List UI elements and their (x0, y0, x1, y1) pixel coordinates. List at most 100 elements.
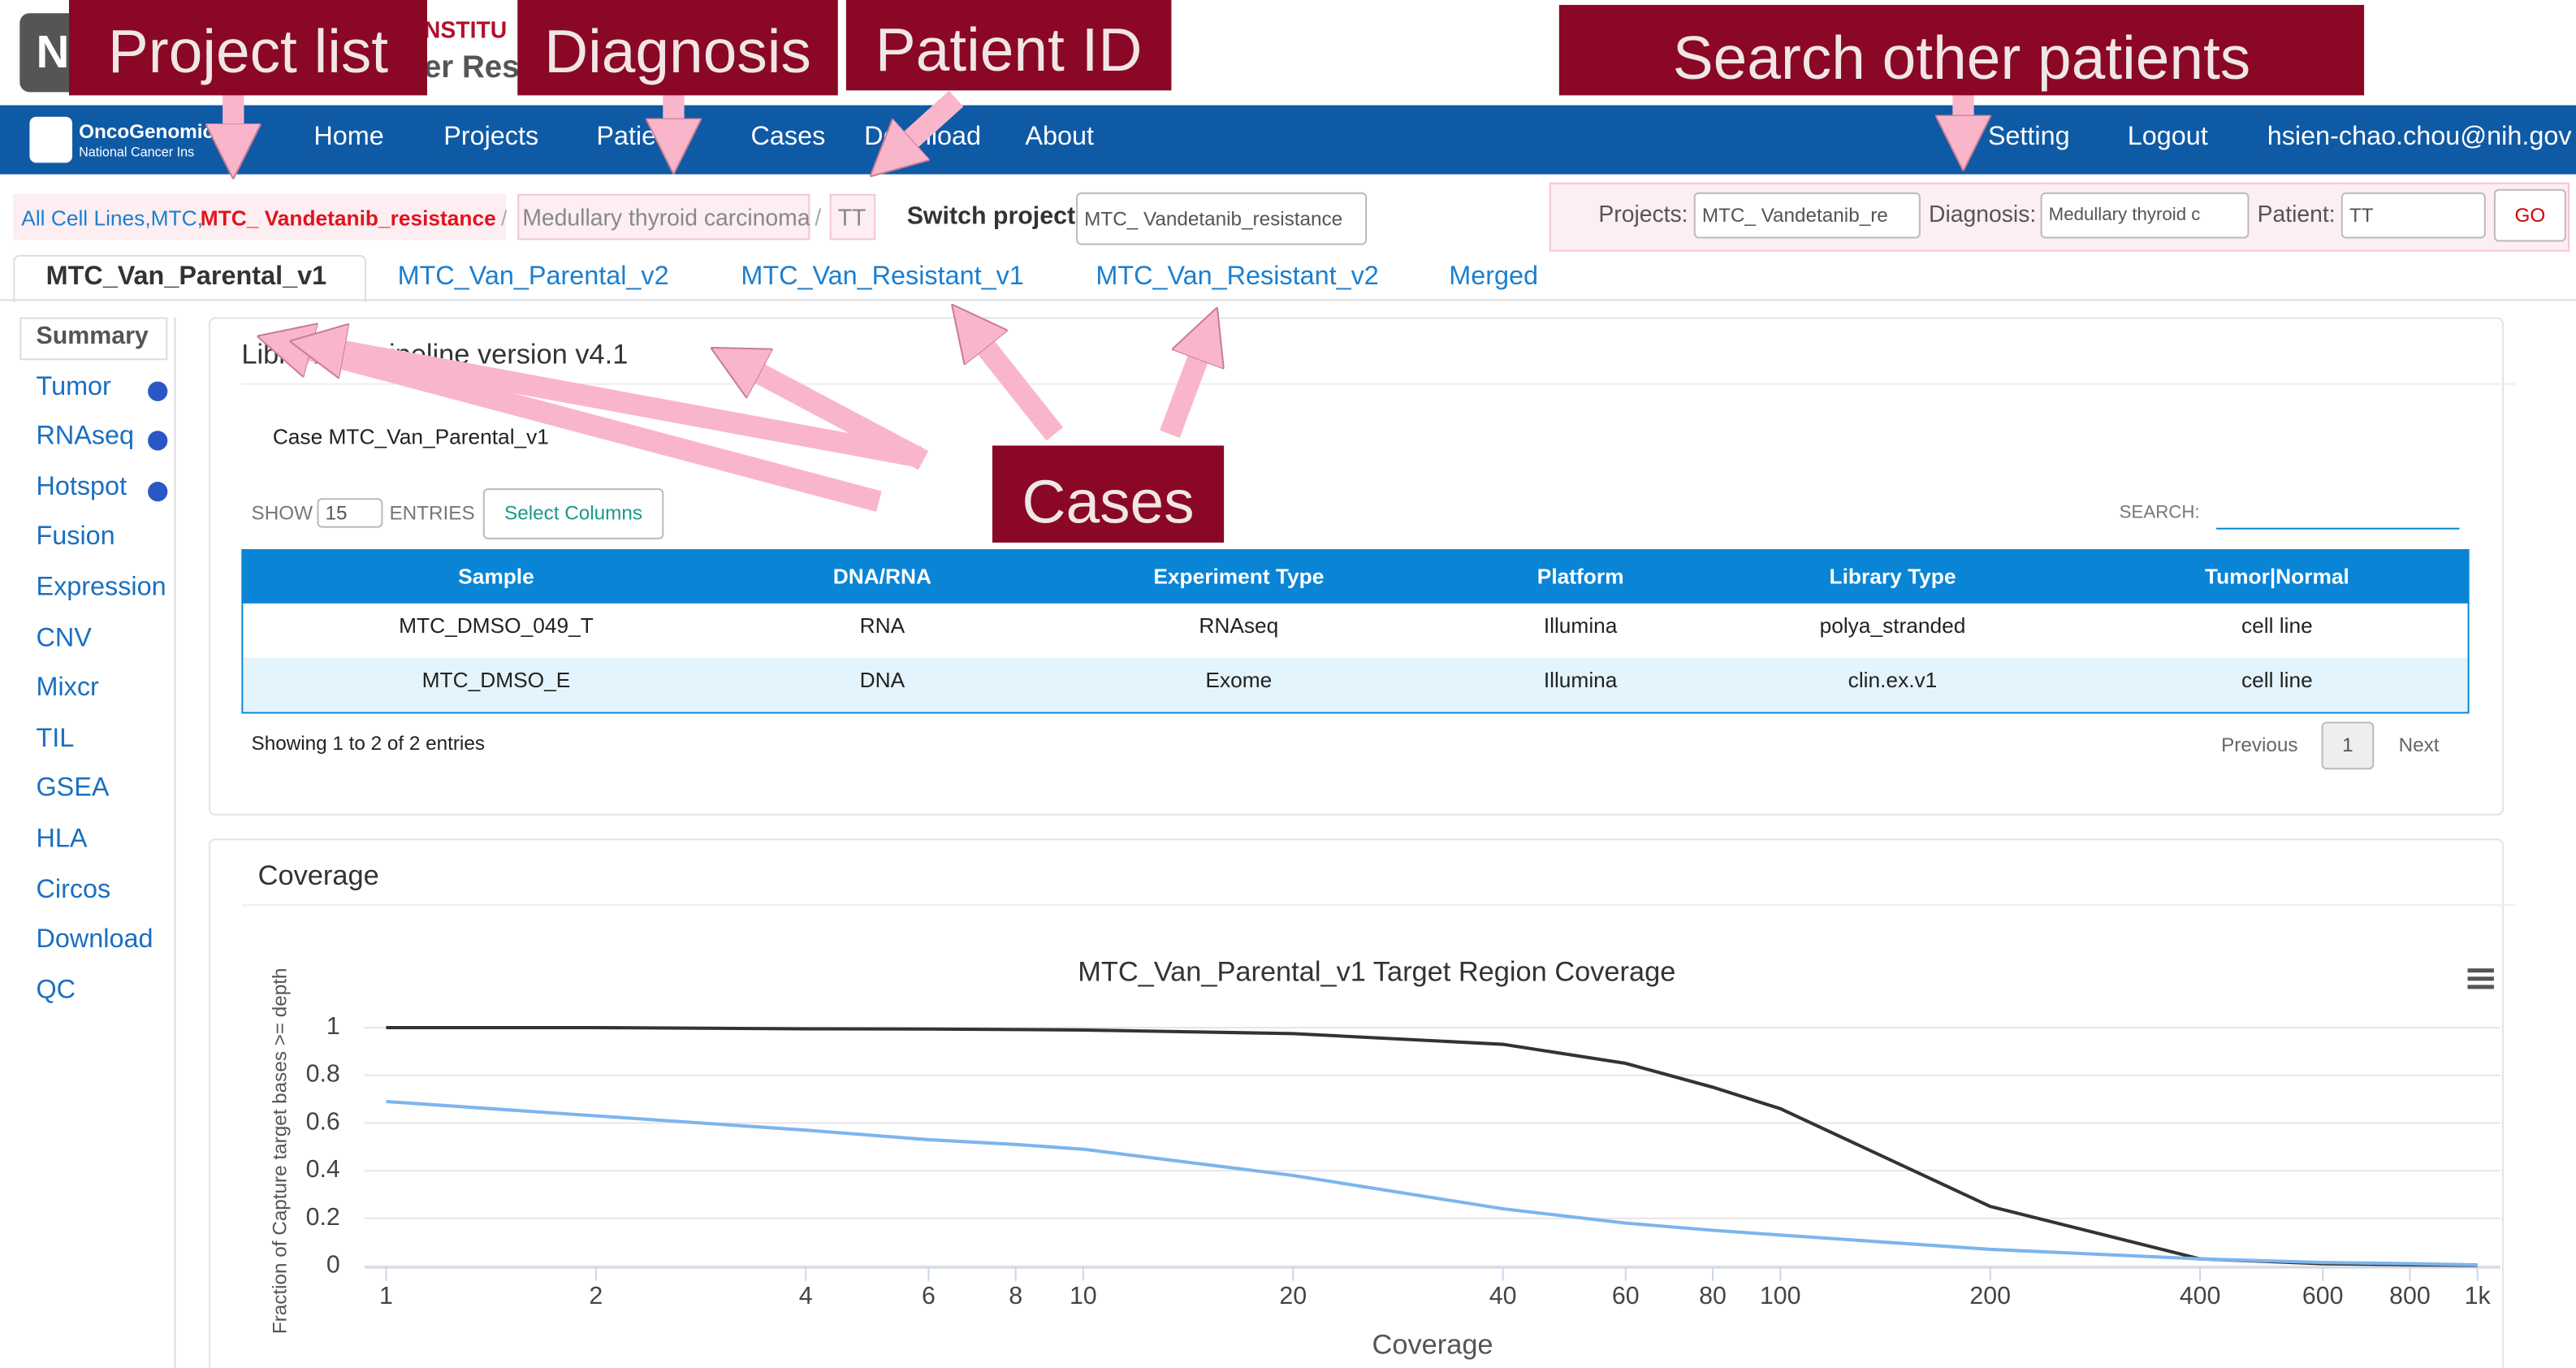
sidebar-item[interactable]: Expression (36, 574, 166, 602)
user-email[interactable]: hsien-chao.chou@nih.gov (2267, 123, 2572, 152)
brand-sub: National Cancer Ins (79, 145, 195, 160)
table-cell: polya_stranded (1819, 613, 1966, 639)
sidebar-item[interactable]: Mixcr (36, 674, 99, 703)
help-icon[interactable] (148, 380, 168, 401)
table-cell: Illumina (1543, 667, 1618, 693)
diagnosis-select[interactable]: Medullary thyroid c (2040, 192, 2250, 239)
brand: OncoGenomic (79, 119, 214, 144)
annotation: Project list (68, 0, 427, 96)
subtitle: er Res (423, 50, 520, 86)
sidebar-item[interactable]: Summary (36, 322, 149, 351)
x-tick-label: 200 (1969, 1283, 2011, 1310)
sidebar-item[interactable]: Hotspot (36, 473, 128, 501)
sidebar-item[interactable]: HLA (36, 825, 88, 854)
nav-link[interactable]: Logout (2127, 123, 2208, 152)
x-tick-label: 60 (1612, 1283, 1640, 1310)
x-tick-label: 20 (1279, 1283, 1307, 1310)
sidebar-item[interactable]: Tumor (36, 372, 111, 401)
search-label: Projects: (1598, 200, 1688, 227)
entries-label: ENTRIES (389, 501, 475, 525)
search-input[interactable] (2216, 527, 2460, 530)
prev-button[interactable]: Previous (2221, 733, 2298, 757)
case-label: Case MTC_Van_Parental_v1 (272, 424, 549, 449)
table-row-stripe (243, 657, 2468, 712)
next-button[interactable]: Next (2398, 733, 2440, 757)
column-header[interactable]: Experiment Type (1153, 564, 1325, 589)
page-size[interactable]: 15 (317, 498, 383, 528)
diagnosis-bg (517, 193, 810, 240)
table-cell: MTC_DMSO_E (421, 667, 571, 693)
sidebar-item[interactable]: TIL (36, 725, 75, 753)
nav-link[interactable]: Cases (750, 123, 826, 152)
breadcrumb-patient: TT (837, 203, 867, 231)
annotation: Cases (992, 445, 1225, 543)
sidebar-item[interactable]: CNV (36, 624, 92, 652)
institute: NSTITU (423, 16, 508, 43)
show-label: SHOW (251, 501, 313, 525)
x-axis-label: Coverage (1372, 1330, 1493, 1361)
column-header[interactable]: DNA/RNA (832, 564, 931, 589)
y-axis-label: Fraction of Capture target bases >= dept… (269, 968, 291, 1334)
tab[interactable]: MTC_Van_Parental_v1 (45, 262, 327, 292)
sidebar-item[interactable]: RNAseq (36, 422, 135, 451)
sidebar-item[interactable]: Download (36, 925, 153, 955)
nav-link[interactable]: About (1025, 123, 1094, 152)
column-header[interactable]: Platform (1537, 564, 1624, 589)
breadcrumb-diagnosis: Medullary thyroid carcinoma (522, 203, 810, 231)
nav-link[interactable]: Setting (1987, 123, 2070, 152)
separator: / (501, 205, 508, 231)
annotation: Patient ID (845, 0, 1172, 91)
panel-title: Coverage (257, 859, 379, 892)
x-tick-label: 2 (589, 1283, 603, 1310)
table-cell: clin.ex.v1 (1848, 667, 1938, 693)
menu-icon[interactable] (2467, 968, 2494, 989)
x-tick-label: 800 (2389, 1283, 2431, 1310)
nav-link[interactable]: Projects (443, 123, 539, 152)
sidebar-item[interactable]: GSEA (36, 775, 110, 803)
column-header[interactable]: Sample (458, 564, 534, 589)
patient-select[interactable]: TT (2340, 192, 2486, 239)
page-button[interactable]: 1 (2321, 721, 2375, 770)
sidebar-item[interactable]: QC (36, 976, 76, 1005)
tab[interactable]: Merged (1449, 262, 1539, 292)
tab[interactable]: MTC_Van_Resistant_v1 (741, 262, 1024, 292)
switch-select[interactable]: MTC_ Vandetanib_resistance (1076, 192, 1368, 245)
go-button[interactable]: GO (2493, 188, 2566, 242)
projects-select[interactable]: MTC_ Vandetanib_re (1693, 192, 1921, 239)
search-label: Patient: (2257, 200, 2336, 227)
search-label: SEARCH: (2119, 503, 2200, 523)
brand-icon (29, 116, 73, 163)
tab-rule (0, 299, 2576, 301)
table-cell: RNA (859, 613, 905, 639)
coverage-panel (208, 838, 2505, 1368)
sidebar-item[interactable]: Fusion (36, 523, 115, 552)
column-header[interactable]: Tumor|Normal (2204, 564, 2349, 589)
table-cell: MTC_DMSO_049_T (399, 613, 594, 639)
table-cell: Illumina (1543, 613, 1618, 639)
help-icon[interactable] (148, 431, 168, 451)
table-cell: cell line (2241, 667, 2313, 693)
table-cell: DNA (859, 667, 905, 693)
tab[interactable]: MTC_Van_Parental_v2 (397, 262, 669, 292)
x-tick-label: 600 (2302, 1283, 2344, 1310)
column-header[interactable]: Library Type (1829, 564, 1956, 589)
help-icon[interactable] (148, 481, 168, 501)
breadcrumb-path[interactable]: All Cell Lines,MTC, (21, 205, 203, 231)
y-tick-label: 0.6 (306, 1108, 340, 1135)
breadcrumb-project[interactable]: MTC_ Vandetanib_resistance (200, 205, 496, 231)
x-tick-label: 1 (379, 1283, 393, 1310)
sidebar-item[interactable]: Circos (36, 875, 111, 904)
sidebar-rule (174, 317, 176, 1368)
breadcrumb-bg (13, 193, 507, 240)
x-tick-label: 4 (799, 1283, 813, 1310)
tab[interactable]: MTC_Van_Resistant_v2 (1096, 262, 1379, 292)
nav-link[interactable]: Home (313, 123, 384, 152)
x-tick-label: 100 (1760, 1283, 1801, 1310)
x-tick-label: 80 (1699, 1283, 1727, 1310)
annotation: Search other patients (1558, 5, 2365, 96)
active-tab-bg (13, 254, 367, 303)
select-columns[interactable]: Select Columns (482, 488, 664, 539)
